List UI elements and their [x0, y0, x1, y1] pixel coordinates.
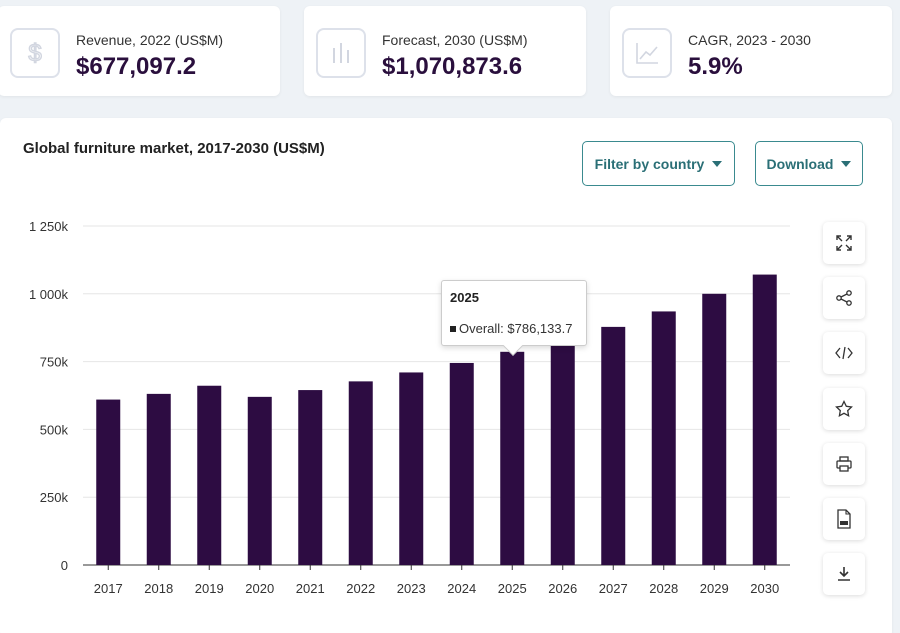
chart-title: Global furniture market, 2017-2030 (US$M…: [23, 140, 325, 157]
stat-value: $1,070,873.6: [382, 53, 523, 80]
stat-label: Revenue, 2022 (US$M): [76, 32, 224, 48]
x-tick-label: 2021: [296, 581, 325, 596]
filter-button-label: Filter by country: [594, 155, 705, 172]
x-tick-label: 2028: [649, 581, 678, 596]
svg-text:$: $: [28, 40, 41, 67]
dollar-icon: $: [10, 28, 60, 78]
bar: [298, 390, 323, 565]
tooltip-title: 2025: [450, 290, 479, 305]
stat-value: $677,097.2: [76, 53, 197, 80]
bar: [601, 326, 626, 565]
bar: [550, 339, 575, 565]
x-tick-label: 2018: [144, 581, 173, 596]
filter-by-country-button[interactable]: Filter by country: [582, 141, 735, 186]
x-tick-label: 2024: [447, 581, 476, 596]
bar: [96, 399, 121, 565]
y-tick-label: 500k: [40, 422, 69, 437]
x-tick-label: 2029: [700, 581, 729, 596]
y-tick-label: 250k: [40, 490, 69, 505]
bar: [752, 274, 777, 565]
x-tick-label: 2023: [397, 581, 426, 596]
stat-value: 5.9%: [688, 53, 743, 80]
export-xls-button[interactable]: [823, 498, 865, 540]
chevron-down-icon: [841, 160, 852, 167]
bar: [247, 396, 272, 565]
stat-label: Forecast, 2030 (US$M): [382, 32, 528, 48]
x-tick-label: 2020: [245, 581, 274, 596]
stat-label: CAGR, 2023 - 2030: [688, 32, 811, 48]
bar: [500, 351, 525, 565]
bar-chart: 0 250k 500k 750k 1 000k 1 250k 2017 2018 2019 202…: [29, 219, 790, 596]
y-tick-label: 1 000k: [29, 287, 69, 302]
bar: [146, 393, 171, 565]
download-image-button[interactable]: [823, 553, 865, 595]
bar: [702, 293, 727, 565]
y-tick-label: 1 250k: [29, 219, 69, 234]
bar: [348, 381, 373, 565]
stat-card-cagr: CAGR, 2023 - 2030 5.9%: [610, 6, 892, 96]
x-tick-label: 2030: [750, 581, 779, 596]
bar-chart-icon: [316, 28, 366, 78]
stat-card-revenue: $ Revenue, 2022 (US$M) $677,097.2: [0, 6, 280, 96]
share-button[interactable]: [823, 277, 865, 319]
download-icon: [838, 567, 850, 581]
embed-button[interactable]: [823, 332, 865, 374]
download-button-label: Download: [766, 155, 834, 172]
embed-code-icon: [835, 346, 853, 360]
favorite-button[interactable]: [823, 388, 865, 430]
series-marker-icon: [450, 325, 456, 332]
chevron-down-icon: [712, 160, 723, 167]
x-tick-label: 2022: [346, 581, 375, 596]
tooltip-value: Overall: $786,133.7: [459, 321, 573, 336]
fullscreen-icon: [836, 235, 852, 251]
print-button[interactable]: [823, 443, 865, 485]
x-tick-label: 2026: [548, 581, 577, 596]
stat-card-forecast: Forecast, 2030 (US$M) $1,070,873.6: [304, 6, 586, 96]
x-tick-label: 2017: [94, 581, 123, 596]
bar: [449, 362, 474, 565]
tooltip-row: Overall: $786,133.7: [450, 321, 572, 336]
print-icon: [836, 456, 852, 472]
star-icon: [835, 400, 853, 418]
fullscreen-button[interactable]: [823, 222, 865, 264]
bar: [651, 311, 676, 565]
trend-chart-icon: [622, 28, 672, 78]
xls-file-icon: [837, 509, 851, 529]
bar: [197, 385, 222, 565]
chart-tooltip: 2025 Overall: $786,133.7: [441, 280, 587, 356]
share-icon: [836, 290, 852, 306]
y-tick-label: 0: [61, 558, 68, 573]
x-tick-label: 2025: [498, 581, 527, 596]
y-tick-label: 750k: [40, 355, 69, 370]
download-button[interactable]: Download: [755, 141, 863, 186]
x-tick-label: 2019: [195, 581, 224, 596]
x-tick-label: 2027: [599, 581, 628, 596]
bar: [399, 372, 424, 565]
